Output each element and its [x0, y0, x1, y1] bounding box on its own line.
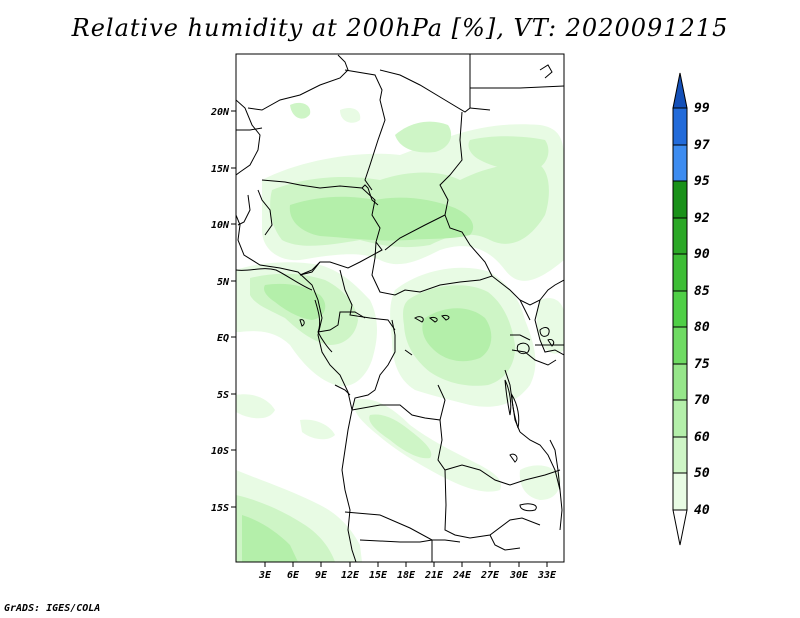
- colorbar-label: 99: [694, 101, 710, 116]
- colorbar-label: 80: [694, 320, 710, 335]
- colorbar-labels: 99 97 95 92 90 85 80 75 70 60 50 40: [694, 101, 710, 518]
- lat-axis: 20N 15N 10N 5N EQ 5S 10S 15S: [210, 107, 236, 514]
- lat-label: 10S: [211, 446, 229, 457]
- colorbar-label: 97: [694, 138, 710, 153]
- lat-label: 5N: [217, 277, 230, 288]
- colorbar-label: 40: [694, 503, 710, 518]
- colorbar-segment-50-60: [672, 436, 688, 474]
- colorbar-segment-80-85: [672, 290, 688, 328]
- humidity-shading: [236, 102, 564, 562]
- lon-label: 30E: [509, 570, 529, 581]
- colorbar-segment-97-99: [672, 107, 688, 146]
- lon-label: 6E: [287, 570, 300, 581]
- colorbar: [672, 72, 688, 546]
- lat-label: EQ: [217, 333, 229, 344]
- colorbar-segment-40-50: [672, 472, 688, 511]
- grads-credit: GrADS: IGES/COLA: [4, 603, 101, 614]
- colorbar-segment-70-75: [672, 363, 688, 401]
- lon-label: 12E: [341, 570, 360, 581]
- lakes: [299, 315, 555, 512]
- colorbar-segment-95-97: [672, 144, 688, 182]
- lon-label: 15E: [369, 570, 388, 581]
- colorbar-segment-90-92: [672, 217, 688, 255]
- colorbar-label: 50: [694, 466, 710, 481]
- colorbar-label: 85: [694, 284, 710, 299]
- lat-label: 5S: [217, 390, 229, 401]
- colorbar-segment-75-80: [672, 326, 688, 365]
- colorbar-segment-60-70: [672, 399, 688, 438]
- colorbar-label: 70: [694, 393, 710, 408]
- colorbar-segment-85-90: [672, 253, 688, 292]
- lon-axis: 3E 6E 9E 12E 15E 18E 21E 24E 27E 30E 33E: [258, 562, 557, 581]
- map-frame: [235, 53, 565, 563]
- lon-label: 24E: [452, 570, 472, 581]
- colorbar-label: 75: [694, 357, 710, 372]
- lat-label: 10N: [211, 220, 230, 231]
- lon-label: 21E: [424, 570, 444, 581]
- coastlines-borders: [236, 54, 564, 562]
- colorbar-label: 92: [694, 211, 710, 226]
- lon-label: 27E: [480, 570, 500, 581]
- colorbar-segment-92-95: [672, 180, 688, 219]
- lat-label: 15N: [211, 164, 230, 175]
- colorbar-label: 60: [694, 430, 710, 445]
- colorbar-label: 90: [694, 247, 710, 262]
- lon-label: 33E: [537, 570, 557, 581]
- colorbar-bottom-arrow: [672, 509, 688, 546]
- colorbar-top-arrow: [672, 72, 688, 109]
- colorbar-label: 95: [694, 174, 710, 189]
- lat-label: 15S: [211, 503, 229, 514]
- lon-label: 3E: [258, 570, 272, 581]
- lat-label: 20N: [210, 107, 230, 118]
- lon-label: 9E: [315, 570, 328, 581]
- lon-label: 18E: [397, 570, 416, 581]
- map-title: Relative humidity at 200hPa [%], VT: 202…: [71, 14, 729, 42]
